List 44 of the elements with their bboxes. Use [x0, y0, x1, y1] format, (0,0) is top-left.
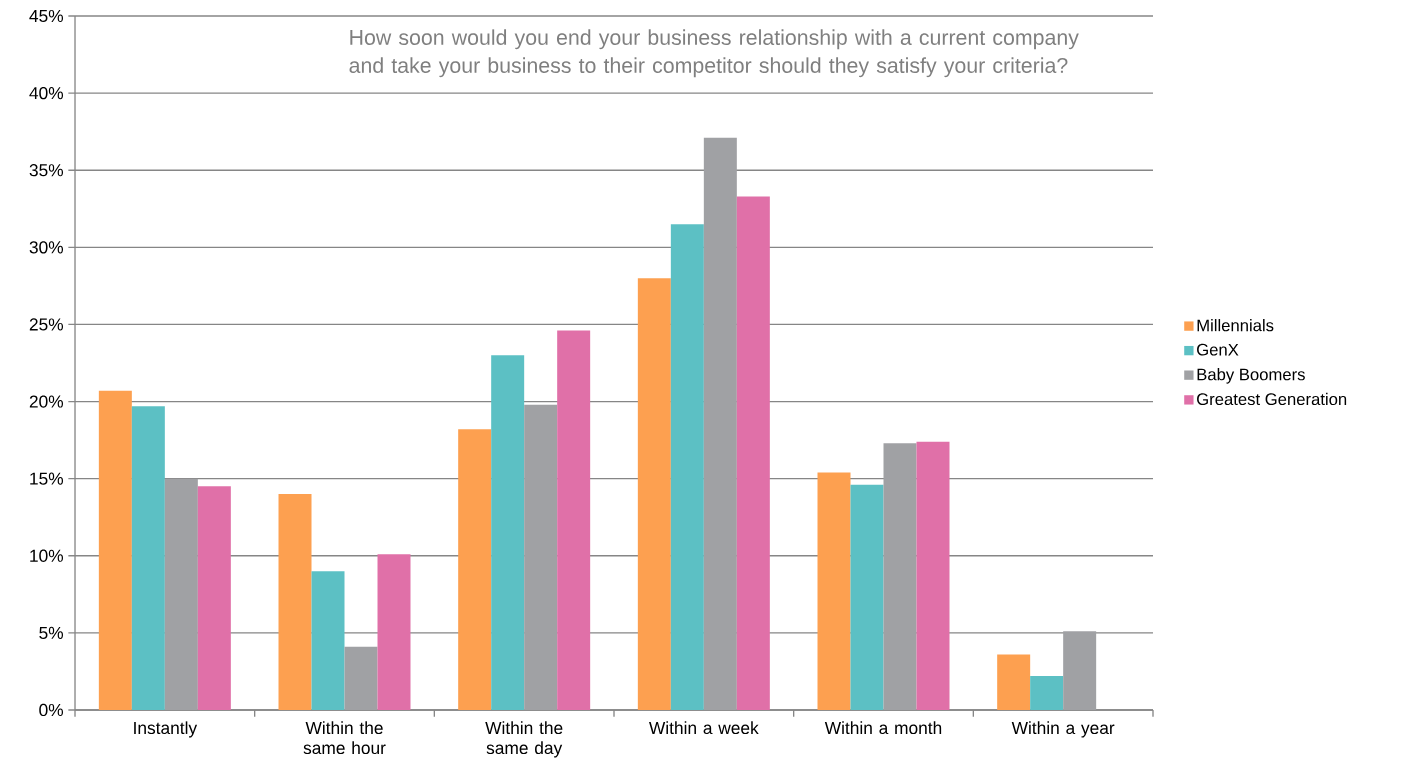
y-tick-label: 5% [39, 626, 64, 639]
y-tick-label: 0% [39, 703, 64, 717]
y-tick-label: 45% [29, 9, 64, 23]
bar [670, 224, 704, 710]
y-tick-label: 10% [30, 549, 64, 562]
bar [916, 441, 950, 710]
bar [703, 137, 737, 710]
x-tick-label: Within a month [824, 721, 942, 735]
text: How soon would you end your business relationship with a current company and take your business to their competitor should they satisfy your criteria? [349, 29, 1079, 78]
bar [1063, 631, 1097, 710]
x-tick-label: Within the same day [485, 721, 563, 758]
y-tick-label: 35% [29, 164, 64, 177]
y-tick-label: 20% [29, 395, 64, 408]
bar [458, 429, 492, 710]
bar [98, 390, 132, 710]
bar [164, 478, 198, 710]
bar [278, 494, 312, 710]
bar [311, 571, 345, 710]
bar [997, 654, 1031, 710]
x-tick-label: Within the same hour [303, 721, 386, 755]
bar [817, 472, 851, 710]
legend-label: Greatest Generation [1197, 392, 1347, 406]
y-tick-label: 15% [30, 472, 64, 485]
x-tick-label: Instantly [134, 721, 198, 738]
y-tick-label: 40% [29, 86, 64, 100]
bar [131, 406, 165, 710]
bar [883, 443, 917, 710]
legend-label: Millennials [1197, 319, 1274, 332]
bar [637, 278, 671, 710]
bar [557, 330, 591, 710]
bar [524, 404, 558, 710]
bar [377, 554, 411, 710]
y-tick-label: 30% [29, 241, 64, 254]
bar [736, 196, 770, 710]
bar [850, 484, 884, 710]
bar [197, 486, 231, 710]
legend-label: GenX [1197, 343, 1239, 356]
y-tick-label: 25% [29, 318, 64, 331]
bar [344, 646, 378, 710]
legend-label: Baby Boomers [1197, 368, 1305, 384]
bar [1030, 676, 1064, 710]
x-tick-label: Within a week [649, 721, 759, 735]
bar [491, 355, 525, 710]
x-tick-label: Within a year [1011, 721, 1115, 738]
